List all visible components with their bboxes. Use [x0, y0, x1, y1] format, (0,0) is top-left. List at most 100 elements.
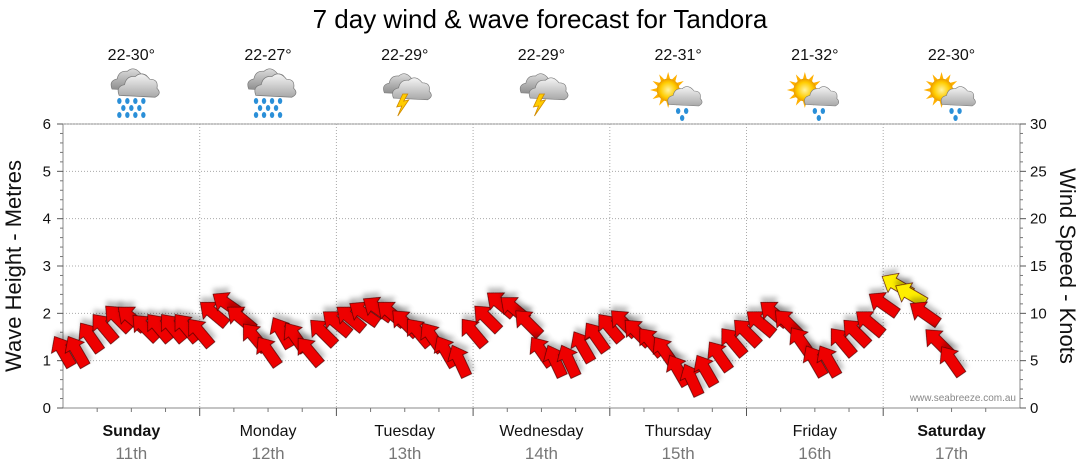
- thunderstorm-icon: [519, 73, 569, 117]
- wind-arrow: [584, 322, 611, 355]
- rain-drop: [957, 108, 962, 114]
- rain-drop: [141, 112, 146, 118]
- weather-day: 22-27°: [244, 47, 297, 118]
- wind-arrow: [693, 354, 720, 389]
- rain-drop: [253, 98, 259, 104]
- left-axis-label: Wave Height - Metres: [1, 160, 26, 372]
- day-date: 17th: [935, 444, 968, 463]
- sun-cloud-showers-icon: [923, 72, 976, 121]
- lightning-bolt: [396, 93, 410, 117]
- day-labels: Sunday 11th Monday 12th Tuesday 13th Wednesday…: [96, 408, 987, 463]
- day-name: Sunday: [102, 423, 160, 440]
- rain-drop: [265, 105, 271, 111]
- rain-drop: [675, 108, 681, 114]
- wind-arrow: [322, 311, 354, 339]
- day-date: 14th: [525, 444, 558, 463]
- day-name: Thursday: [645, 423, 712, 440]
- rain-drop: [820, 108, 826, 114]
- temperature-range: 22-27°: [244, 47, 291, 64]
- chart-title: 7 day wind & wave forecast for Tandora: [312, 4, 768, 34]
- rain-drop: [133, 112, 138, 118]
- thunderstorm-icon: [383, 73, 432, 117]
- wind-arrow: [830, 328, 858, 359]
- day-date: 13th: [388, 444, 421, 463]
- right-tick-label: 0: [1030, 400, 1038, 417]
- rain-drop: [253, 112, 259, 118]
- temperature-range: 22-29°: [518, 47, 565, 64]
- temperature-range: 22-31°: [654, 47, 701, 64]
- right-tick-label: 10: [1030, 305, 1047, 322]
- rain-drop: [133, 98, 138, 104]
- sun-cloud-showers-icon: [650, 72, 703, 121]
- day-name: Tuesday: [374, 423, 435, 440]
- day-date: 12th: [252, 444, 285, 463]
- rain-drop: [953, 115, 958, 121]
- wind-arrow: [802, 345, 829, 379]
- rain-drop: [949, 108, 954, 114]
- wind-arrow: [461, 318, 489, 350]
- rain-drop: [117, 98, 122, 104]
- weather-day: 22-30°: [108, 47, 160, 118]
- left-tick-label: 0: [43, 400, 51, 417]
- sun-cloud-showers-icon: [786, 72, 840, 121]
- weather-day: 21-32°: [786, 47, 840, 121]
- right-tick-label: 5: [1030, 353, 1038, 370]
- temperature-range: 22-30°: [928, 47, 975, 64]
- weather-day: 22-30°: [923, 47, 976, 121]
- rain-drop: [679, 115, 685, 121]
- rain-drop: [125, 98, 130, 104]
- rain-drop: [257, 105, 263, 111]
- day-name: Wednesday: [499, 423, 583, 440]
- wind-arrows: [50, 272, 967, 398]
- wind-arrow: [199, 301, 231, 329]
- cloud-shape: [254, 73, 297, 98]
- temperature-range: 22-30°: [108, 47, 155, 64]
- wind-arrow: [310, 319, 340, 349]
- rain-drop: [816, 115, 822, 121]
- wind-arrow: [50, 336, 77, 370]
- rain-drop: [121, 105, 126, 111]
- rain-drop: [812, 108, 818, 114]
- wind-arrow: [679, 363, 705, 398]
- right-axis: 0 5 10 15 20 25 30: [1020, 116, 1047, 417]
- rain-drop: [261, 98, 267, 104]
- temperature-range: 21-32°: [791, 47, 838, 64]
- wind-arrow: [349, 301, 382, 329]
- rain-drop: [117, 112, 122, 118]
- watermark: www.seabreeze.com.au: [909, 393, 1016, 404]
- wind-arrow: [816, 345, 843, 379]
- day-name: Friday: [793, 423, 837, 440]
- cloud-shape: [804, 86, 840, 107]
- day-name: Monday: [240, 423, 297, 440]
- day-date: 16th: [798, 444, 831, 463]
- wind-arrow: [336, 306, 368, 334]
- wind-arrow: [542, 344, 568, 379]
- rain-drop: [129, 105, 134, 111]
- rain-drop: [683, 108, 689, 114]
- left-tick-label: 4: [43, 211, 51, 228]
- wind-arrow: [843, 319, 873, 349]
- lightning-bolt: [532, 93, 547, 117]
- day-date: 15th: [662, 444, 695, 463]
- wind-arrow: [297, 337, 325, 369]
- right-axis-label: Wind Speed - Knots: [1055, 168, 1080, 364]
- wind-arrow: [856, 311, 887, 339]
- left-tick-label: 2: [43, 305, 51, 322]
- wind-arrow: [570, 331, 597, 365]
- wind-arrow: [515, 310, 545, 340]
- wind-arrow: [188, 318, 216, 350]
- wind-arrow: [474, 305, 504, 335]
- cloud-shape: [667, 86, 703, 107]
- day-date: 11th: [115, 444, 147, 463]
- rain-drop: [273, 105, 279, 111]
- left-tick-label: 6: [43, 116, 51, 133]
- wind-arrow: [734, 319, 763, 349]
- weather-day: 22-31°: [650, 47, 703, 121]
- wind-arrow: [868, 292, 901, 319]
- wind-arrow: [707, 341, 734, 374]
- wind-arrow: [92, 314, 120, 345]
- wind-arrow: [556, 344, 582, 379]
- right-tick-label: 20: [1030, 211, 1047, 228]
- rain-drop: [141, 98, 146, 104]
